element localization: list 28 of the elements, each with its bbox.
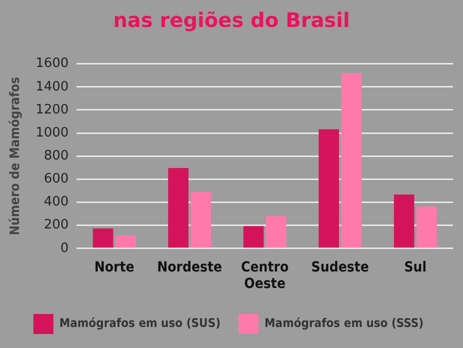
y-tick-label: 600 — [44, 172, 69, 187]
x-tick-label: Sul — [404, 259, 427, 276]
legend-label: Mamógrafos em uso (SUS) — [59, 316, 221, 330]
y-tick-label: 0 — [60, 240, 69, 256]
y-tick-label: 1000 — [36, 125, 69, 140]
bar — [243, 226, 264, 248]
legend-label: Mamógrafos em uso (SSS) — [264, 316, 424, 330]
y-tick-label: 400 — [44, 194, 69, 210]
chart-title: nas regiões do Brasil — [112, 8, 351, 34]
bar — [190, 192, 212, 248]
y-tick-label: 800 — [44, 148, 69, 164]
x-tick-label: Norte — [94, 259, 134, 276]
x-tick-label: Sudeste — [311, 259, 369, 276]
bar — [318, 129, 339, 248]
x-tick-label: Nordeste — [157, 259, 222, 276]
bar — [266, 216, 286, 248]
x-tick-label: Centro Oeste — [241, 259, 290, 292]
y-tick-label: 1600 — [36, 56, 69, 72]
bar — [168, 168, 188, 248]
bar — [115, 235, 136, 248]
bar — [92, 228, 114, 248]
bar — [416, 206, 437, 248]
bar — [341, 73, 362, 248]
y-tick-label: 200 — [44, 218, 69, 233]
y-tick-label: 1200 — [36, 102, 69, 118]
y-axis-title: Número de Mamógrafos — [8, 76, 24, 236]
bar — [394, 194, 414, 248]
y-tick-label: 1400 — [36, 79, 69, 94]
